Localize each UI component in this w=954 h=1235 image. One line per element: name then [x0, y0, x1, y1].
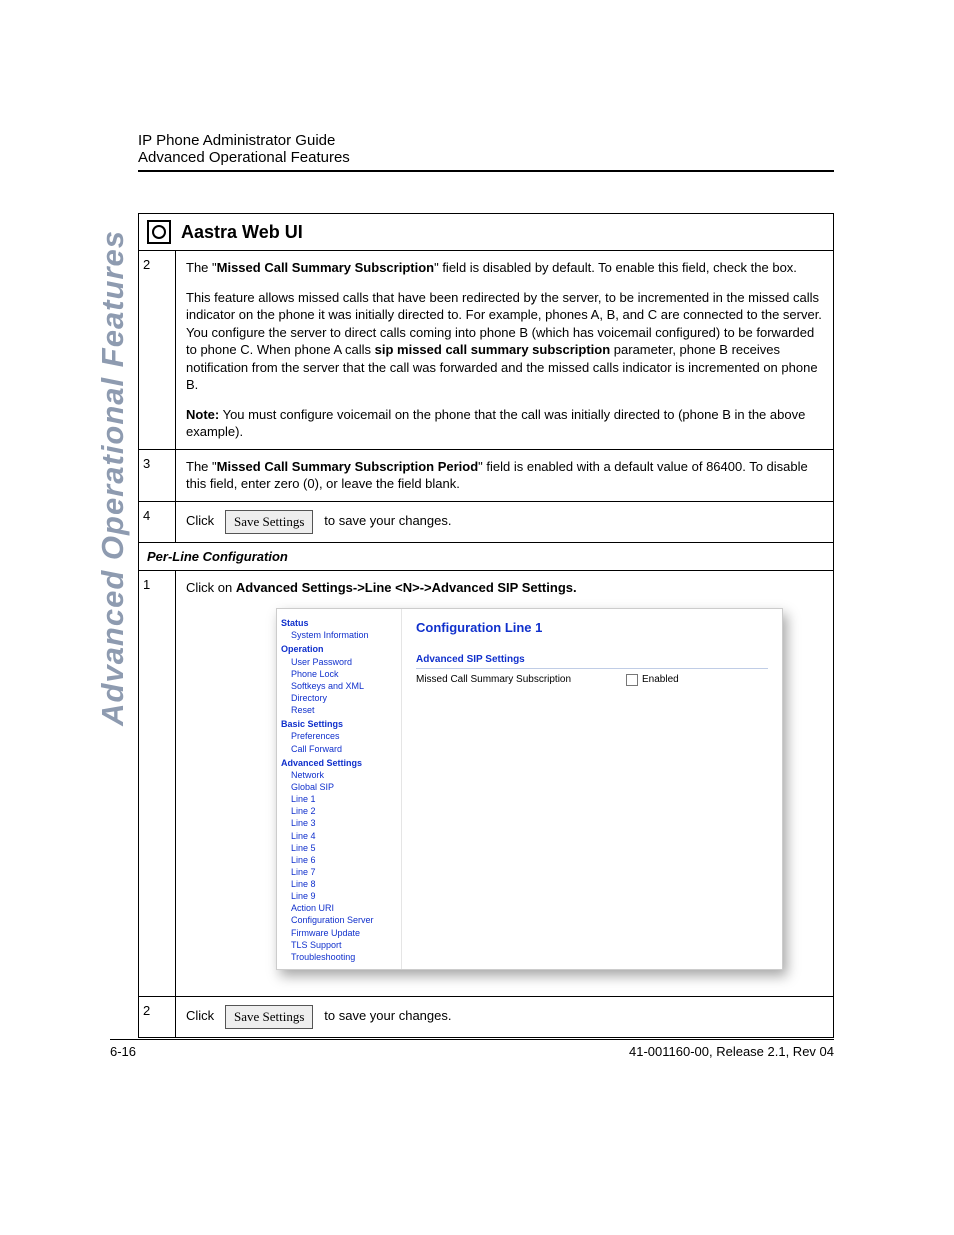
- doc-revision: 41-001160-00, Release 2.1, Rev 04: [629, 1044, 834, 1059]
- config-title: Configuration Line 1: [416, 619, 768, 637]
- bold-text: Missed Call Summary Subscription Period: [217, 459, 479, 474]
- nav-item[interactable]: Action URI: [281, 902, 397, 914]
- setting-row: Missed Call Summary Subscription Enabled: [416, 673, 768, 687]
- text: The ": [186, 459, 217, 474]
- perline-row-1: 1 Click on Advanced Settings->Line <N>->…: [139, 570, 834, 996]
- text: " field is disabled by default. To enabl…: [434, 260, 797, 275]
- text: The ": [186, 260, 217, 275]
- nav-item[interactable]: TLS Support: [281, 939, 397, 951]
- nav-group-advanced[interactable]: Advanced Settings: [281, 757, 397, 769]
- page-number: 6-16: [110, 1044, 136, 1059]
- nav-item[interactable]: Softkeys and XML: [281, 680, 397, 692]
- nav-item[interactable]: System Information: [281, 629, 397, 641]
- section-header-row: Per-Line Configuration: [139, 542, 834, 570]
- instruction-table: Aastra Web UI 2 The "Missed Call Summary…: [138, 213, 834, 1038]
- nav-item[interactable]: User Password: [281, 656, 397, 668]
- side-title: Advanced Operational Features: [95, 230, 131, 726]
- step-content: Click Save Settings to save your changes…: [176, 502, 834, 543]
- nav-item[interactable]: Line 9: [281, 890, 397, 902]
- step-number: 3: [139, 449, 176, 501]
- nav-item[interactable]: Network: [281, 769, 397, 781]
- page-header: IP Phone Administrator Guide Advanced Op…: [138, 132, 834, 172]
- nav-item[interactable]: Line 4: [281, 830, 397, 842]
- header-line2: Advanced Operational Features: [138, 149, 834, 166]
- header-line1: IP Phone Administrator Guide: [138, 132, 834, 149]
- nav-item[interactable]: Line 8: [281, 878, 397, 890]
- nav-pane: Status System Information Operation User…: [277, 609, 402, 969]
- text: Click on: [186, 580, 236, 595]
- titlebar: Aastra Web UI: [139, 214, 833, 250]
- enabled-checkbox[interactable]: [626, 674, 638, 686]
- nav-item[interactable]: Line 2: [281, 805, 397, 817]
- step-row-3: 3 The "Missed Call Summary Subscription …: [139, 449, 834, 501]
- step-content: Click on Advanced Settings->Line <N>->Ad…: [176, 570, 834, 996]
- click-label: Click: [186, 1008, 214, 1023]
- titlebar-title: Aastra Web UI: [181, 222, 303, 243]
- save-settings-button[interactable]: Save Settings: [225, 510, 313, 534]
- nav-item[interactable]: Line 7: [281, 866, 397, 878]
- nav-item[interactable]: Line 6: [281, 854, 397, 866]
- note-label: Note:: [186, 407, 219, 422]
- aastra-logo-icon: [147, 220, 171, 244]
- page-footer: 6-16 41-001160-00, Release 2.1, Rev 04: [110, 1039, 834, 1059]
- text: to save your changes.: [324, 513, 451, 528]
- nav-item[interactable]: Directory: [281, 692, 397, 704]
- step-number: 4: [139, 502, 176, 543]
- nav-item[interactable]: Reset: [281, 704, 397, 716]
- bold-text: Missed Call Summary Subscription: [217, 260, 434, 275]
- bold-text: sip missed call summary subscription: [375, 342, 611, 357]
- nav-item[interactable]: Phone Lock: [281, 668, 397, 680]
- step-number: 2: [139, 251, 176, 450]
- content-pane: Configuration Line 1 Advanced SIP Settin…: [402, 609, 782, 969]
- nav-group-status[interactable]: Status: [281, 617, 397, 629]
- config-panel: Status System Information Operation User…: [276, 608, 783, 970]
- titlebar-row: Aastra Web UI: [139, 214, 834, 251]
- subsection-title: Advanced SIP Settings: [416, 653, 768, 670]
- step-content: The "Missed Call Summary Subscription Pe…: [176, 449, 834, 501]
- nav-group-basic[interactable]: Basic Settings: [281, 718, 397, 730]
- page: IP Phone Administrator Guide Advanced Op…: [0, 0, 954, 1235]
- nav-item[interactable]: Line 5: [281, 842, 397, 854]
- text: to save your changes.: [324, 1008, 451, 1023]
- step-content: Click Save Settings to save your changes…: [176, 997, 834, 1038]
- nav-item[interactable]: Configuration Server: [281, 914, 397, 926]
- setting-label: Missed Call Summary Subscription: [416, 673, 626, 687]
- nav-item[interactable]: Troubleshooting: [281, 951, 397, 963]
- nav-item[interactable]: Preferences: [281, 730, 397, 742]
- nav-item[interactable]: Global SIP: [281, 781, 397, 793]
- nav-item[interactable]: Call Forward: [281, 743, 397, 755]
- bold-text: Advanced Settings->Line <N>->Advanced SI…: [236, 580, 577, 595]
- nav-item[interactable]: Line 3: [281, 817, 397, 829]
- click-label: Click: [186, 513, 214, 528]
- step-row-2: 2 The "Missed Call Summary Subscription"…: [139, 251, 834, 450]
- step-row-4: 4 Click Save Settings to save your chang…: [139, 502, 834, 543]
- nav-item[interactable]: Line 1: [281, 793, 397, 805]
- note-text: You must configure voicemail on the phon…: [186, 407, 805, 440]
- perline-row-2: 2 Click Save Settings to save your chang…: [139, 997, 834, 1038]
- save-settings-button[interactable]: Save Settings: [225, 1005, 313, 1029]
- step-content: The "Missed Call Summary Subscription" f…: [176, 251, 834, 450]
- nav-group-operation[interactable]: Operation: [281, 643, 397, 655]
- step-number: 1: [139, 570, 176, 996]
- embedded-screenshot: Status System Information Operation User…: [276, 608, 783, 970]
- nav-item[interactable]: Firmware Update: [281, 927, 397, 939]
- enabled-label: Enabled: [642, 673, 679, 687]
- section-header: Per-Line Configuration: [139, 542, 834, 570]
- step-number: 2: [139, 997, 176, 1038]
